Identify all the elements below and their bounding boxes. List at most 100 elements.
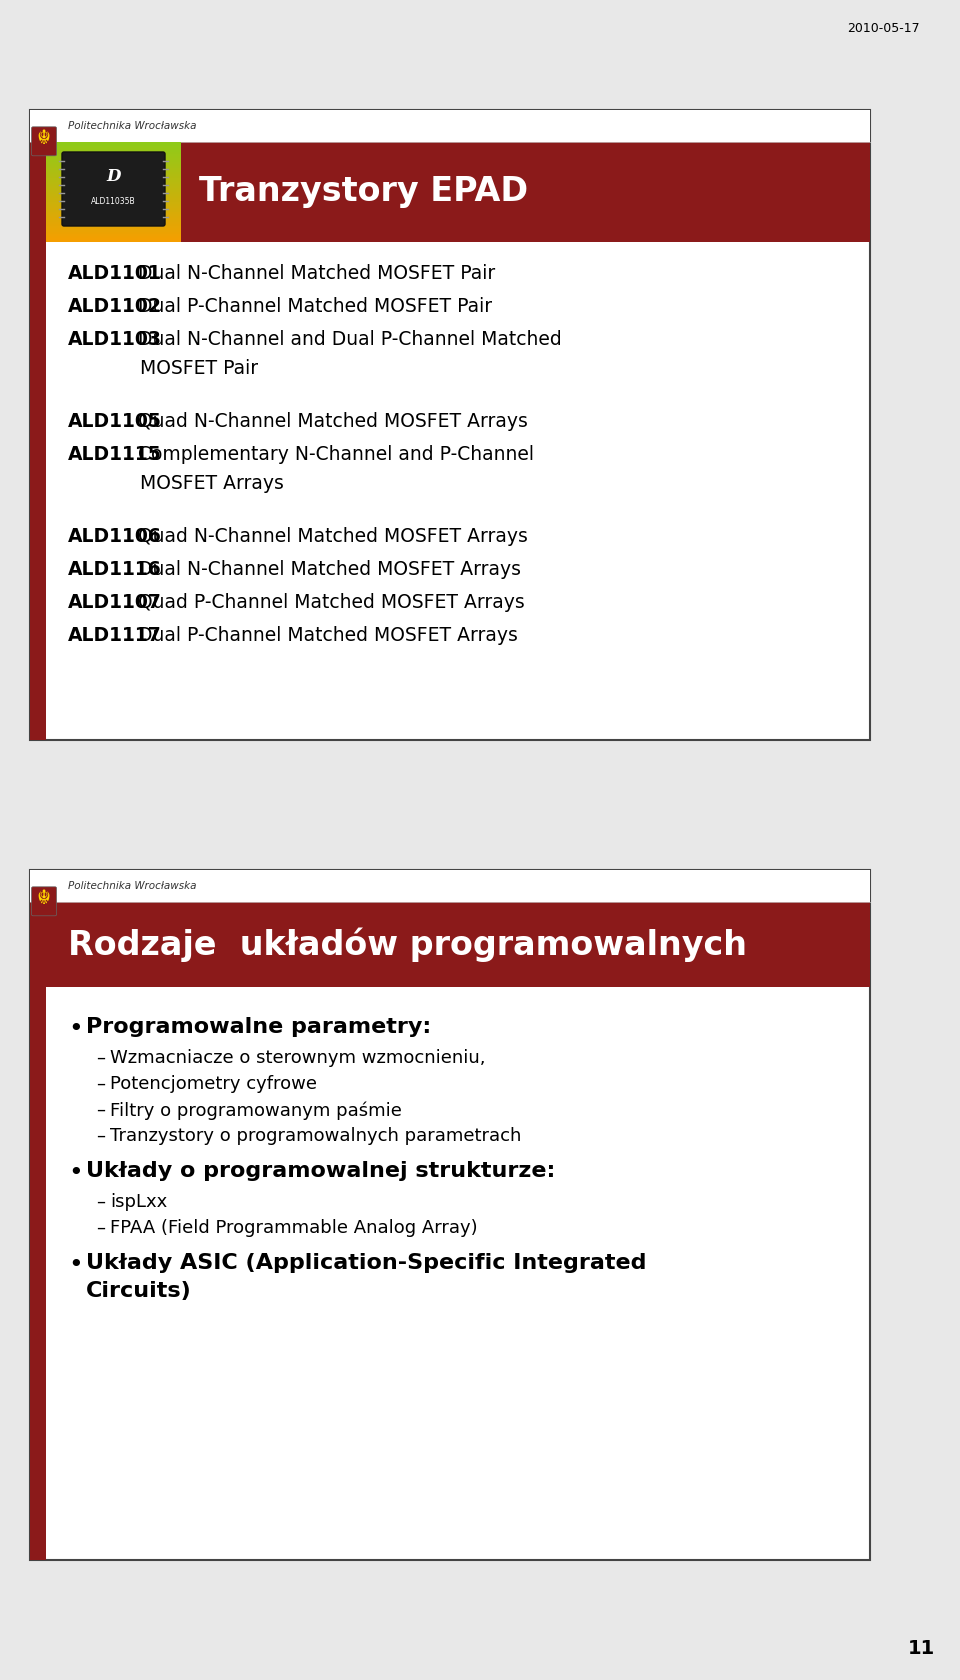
Bar: [46, 227, 181, 228]
Bar: [46, 151, 181, 155]
Bar: [46, 155, 181, 156]
Text: ALD1117: ALD1117: [68, 627, 161, 645]
Bar: [46, 146, 181, 148]
Text: Dual P-Channel Matched MOSFET Arrays: Dual P-Channel Matched MOSFET Arrays: [132, 627, 518, 645]
Text: FPAA (Field Programmable Analog Array): FPAA (Field Programmable Analog Array): [110, 1220, 478, 1236]
Bar: [46, 188, 181, 190]
Bar: [46, 197, 181, 198]
Bar: [46, 161, 181, 165]
Bar: [46, 212, 181, 213]
Text: ALD1106: ALD1106: [68, 528, 162, 546]
Text: Quad N-Channel Matched MOSFET Arrays: Quad N-Channel Matched MOSFET Arrays: [132, 412, 528, 432]
Text: –: –: [96, 1127, 105, 1146]
Text: Tranzystory o programowalnych parametrach: Tranzystory o programowalnych parametrac…: [110, 1127, 521, 1146]
Text: Quad P-Channel Matched MOSFET Arrays: Quad P-Channel Matched MOSFET Arrays: [132, 593, 525, 612]
Bar: [46, 202, 181, 203]
Bar: [46, 176, 181, 178]
Bar: [46, 193, 181, 197]
Bar: [46, 178, 181, 180]
Bar: [46, 181, 181, 185]
Bar: [46, 144, 181, 146]
Text: –: –: [96, 1048, 105, 1067]
Text: Politechnika Wrocławska: Politechnika Wrocławska: [68, 880, 197, 890]
Text: Rodzaje  układów programowalnych: Rodzaje układów programowalnych: [68, 927, 747, 961]
Text: Filtry o programowanym paśmie: Filtry o programowanym paśmie: [110, 1100, 402, 1119]
Text: –: –: [96, 1193, 105, 1211]
Bar: [46, 148, 181, 150]
Bar: [46, 218, 181, 220]
Text: Dual N-Channel Matched MOSFET Pair: Dual N-Channel Matched MOSFET Pair: [132, 264, 495, 282]
Bar: [46, 223, 181, 227]
Text: Circuits): Circuits): [86, 1280, 192, 1300]
Bar: [46, 210, 181, 212]
FancyBboxPatch shape: [62, 151, 165, 227]
Bar: [46, 213, 181, 217]
FancyBboxPatch shape: [32, 887, 57, 916]
Text: Układy ASIC (Application-Specific Integrated: Układy ASIC (Application-Specific Integr…: [86, 1253, 646, 1273]
Text: ALD1115: ALD1115: [68, 445, 161, 464]
Bar: [46, 192, 181, 193]
Bar: [46, 143, 181, 144]
Bar: [30, 109, 870, 739]
Text: Potencjometry cyfrowe: Potencjometry cyfrowe: [110, 1075, 317, 1094]
Text: ALD1107: ALD1107: [68, 593, 162, 612]
Bar: [46, 158, 181, 160]
Bar: [46, 239, 181, 240]
Bar: [46, 217, 181, 218]
Bar: [46, 208, 181, 210]
Bar: [46, 190, 181, 192]
Text: –: –: [96, 1220, 105, 1236]
Text: Dual N-Channel Matched MOSFET Arrays: Dual N-Channel Matched MOSFET Arrays: [132, 559, 521, 580]
Bar: [46, 902, 870, 986]
Bar: [30, 143, 46, 739]
Text: ispLxx: ispLxx: [110, 1193, 167, 1211]
Text: MOSFET Pair: MOSFET Pair: [140, 360, 258, 378]
Text: ☬: ☬: [36, 889, 51, 909]
FancyBboxPatch shape: [32, 126, 57, 156]
Bar: [46, 171, 181, 175]
Bar: [46, 150, 181, 151]
Bar: [46, 160, 181, 161]
Bar: [46, 166, 181, 168]
Text: 2010-05-17: 2010-05-17: [848, 22, 920, 35]
Bar: [46, 232, 181, 234]
Text: Tranzystory EPAD: Tranzystory EPAD: [199, 175, 528, 208]
Text: Politechnika Wrocławska: Politechnika Wrocławska: [68, 121, 197, 131]
Bar: [46, 220, 181, 222]
Bar: [46, 185, 181, 186]
Bar: [30, 902, 46, 1561]
Bar: [46, 175, 181, 176]
Text: MOSFET Arrays: MOSFET Arrays: [140, 474, 284, 492]
Text: ALD1102: ALD1102: [68, 297, 162, 316]
Text: D: D: [107, 168, 121, 185]
Bar: [46, 230, 181, 232]
Bar: [46, 207, 181, 208]
Text: Układy o programowalnej strukturze:: Układy o programowalnej strukturze:: [86, 1161, 556, 1181]
Bar: [46, 156, 181, 158]
Bar: [46, 228, 181, 230]
Text: ALD1105: ALD1105: [68, 412, 162, 432]
Text: –: –: [96, 1075, 105, 1094]
Text: •: •: [68, 1161, 83, 1184]
Text: Programowalne parametry:: Programowalne parametry:: [86, 1016, 431, 1037]
Bar: [30, 870, 870, 1561]
Text: •: •: [68, 1016, 83, 1042]
Text: •: •: [68, 1253, 83, 1277]
Bar: [46, 203, 181, 207]
Text: ALD1116: ALD1116: [68, 559, 161, 580]
Text: Complementary N-Channel and P-Channel: Complementary N-Channel and P-Channel: [132, 445, 535, 464]
Bar: [46, 165, 181, 166]
Bar: [46, 222, 181, 223]
Bar: [30, 870, 870, 902]
Bar: [46, 240, 181, 242]
Text: Quad N-Channel Matched MOSFET Arrays: Quad N-Channel Matched MOSFET Arrays: [132, 528, 528, 546]
Bar: [46, 234, 181, 235]
Bar: [46, 170, 181, 171]
Bar: [46, 198, 181, 200]
Text: Wzmacniacze o sterownym wzmocnieniu,: Wzmacniacze o sterownym wzmocnieniu,: [110, 1048, 486, 1067]
Text: –: –: [96, 1100, 105, 1119]
Bar: [46, 200, 181, 202]
Bar: [46, 235, 181, 239]
Text: ALD1101: ALD1101: [68, 264, 161, 282]
Text: ☬: ☬: [36, 129, 51, 148]
